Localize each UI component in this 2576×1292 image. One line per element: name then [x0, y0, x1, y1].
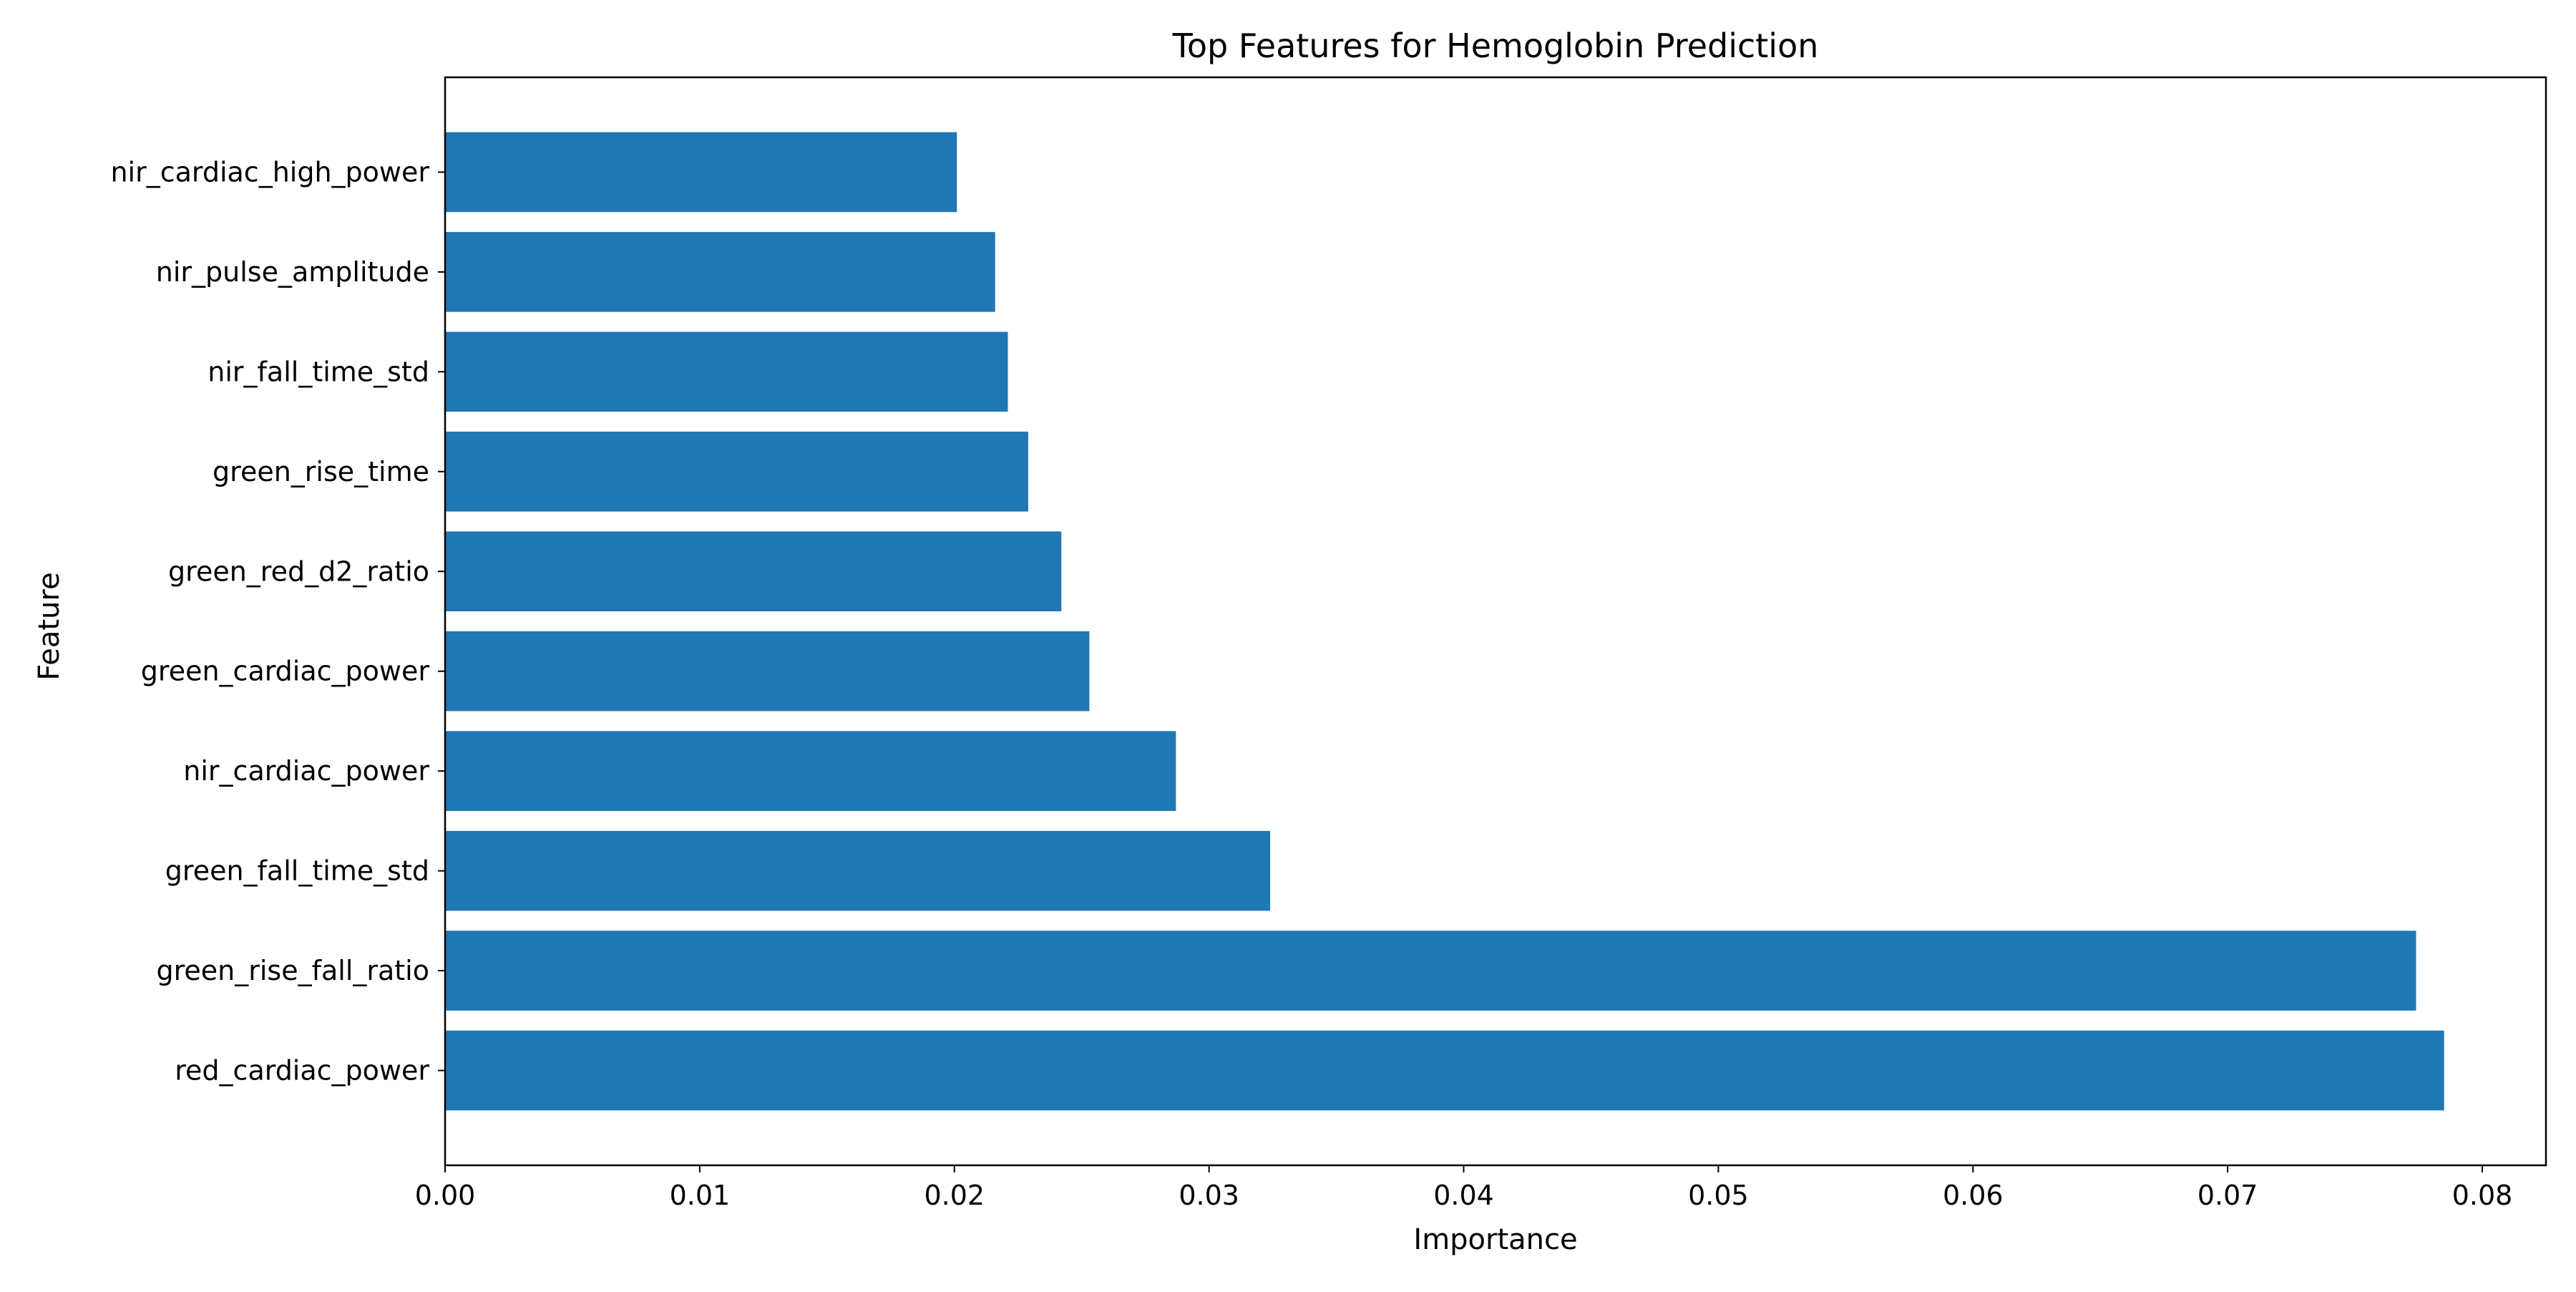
- y-tick-label: red_cardiac_power: [175, 1055, 429, 1087]
- x-tick-label: 0.08: [2452, 1180, 2513, 1211]
- y-tick-label: green_rise_fall_ratio: [156, 955, 429, 986]
- y-axis-label: Feature: [33, 572, 66, 680]
- bar-green-fall-time-std: [445, 830, 1271, 911]
- x-axis-label: Importance: [1413, 1223, 1577, 1256]
- bar-green-rise-time: [445, 432, 1028, 512]
- x-tick-label: 0.02: [924, 1180, 985, 1211]
- bar-nir-fall-time-std: [445, 331, 1008, 412]
- x-tick-label: 0.07: [2197, 1180, 2258, 1211]
- x-tick-label: 0.03: [1179, 1180, 1239, 1211]
- y-tick-label: nir_cardiac_high_power: [110, 156, 429, 188]
- x-tick-label: 0.04: [1433, 1180, 1494, 1211]
- x-axis-ticks: 0.00 0.01 0.02 0.03 0.04 0.05 0.06 0.07 0.08: [415, 1165, 2513, 1211]
- y-tick-label: green_fall_time_std: [165, 855, 429, 887]
- x-tick-label: 0.05: [1688, 1180, 1749, 1211]
- x-tick-label: 0.01: [670, 1180, 731, 1211]
- y-tick-label: nir_fall_time_std: [208, 356, 429, 387]
- bar-nir-cardiac-high-power: [445, 132, 957, 213]
- bar-green-red-d2-ratio: [445, 531, 1062, 612]
- x-tick-label: 0.00: [415, 1180, 476, 1211]
- y-tick-label: green_red_d2_ratio: [168, 555, 429, 587]
- bar-green-cardiac-power: [445, 631, 1090, 711]
- y-tick-label: nir_pulse_amplitude: [156, 256, 429, 288]
- y-axis-ticks: red_cardiac_power green_rise_fall_ratio gr…: [110, 156, 445, 1087]
- bar-red-cardiac-power: [445, 1030, 2444, 1111]
- chart-title: Top Features for Hemoglobin Prediction: [1172, 26, 1819, 65]
- bars-group: [445, 132, 2444, 1111]
- y-tick-label: green_cardiac_power: [141, 656, 430, 687]
- bar-nir-cardiac-power: [445, 731, 1176, 811]
- x-tick-label: 0.06: [1943, 1180, 2004, 1211]
- bar-green-rise-fall-ratio: [445, 931, 2416, 1011]
- y-tick-label: green_rise_time: [213, 456, 429, 487]
- y-tick-label: nir_cardiac_power: [183, 755, 429, 787]
- plot-frame: [444, 76, 2547, 1167]
- bar-nir-pulse-amplitude: [445, 232, 995, 312]
